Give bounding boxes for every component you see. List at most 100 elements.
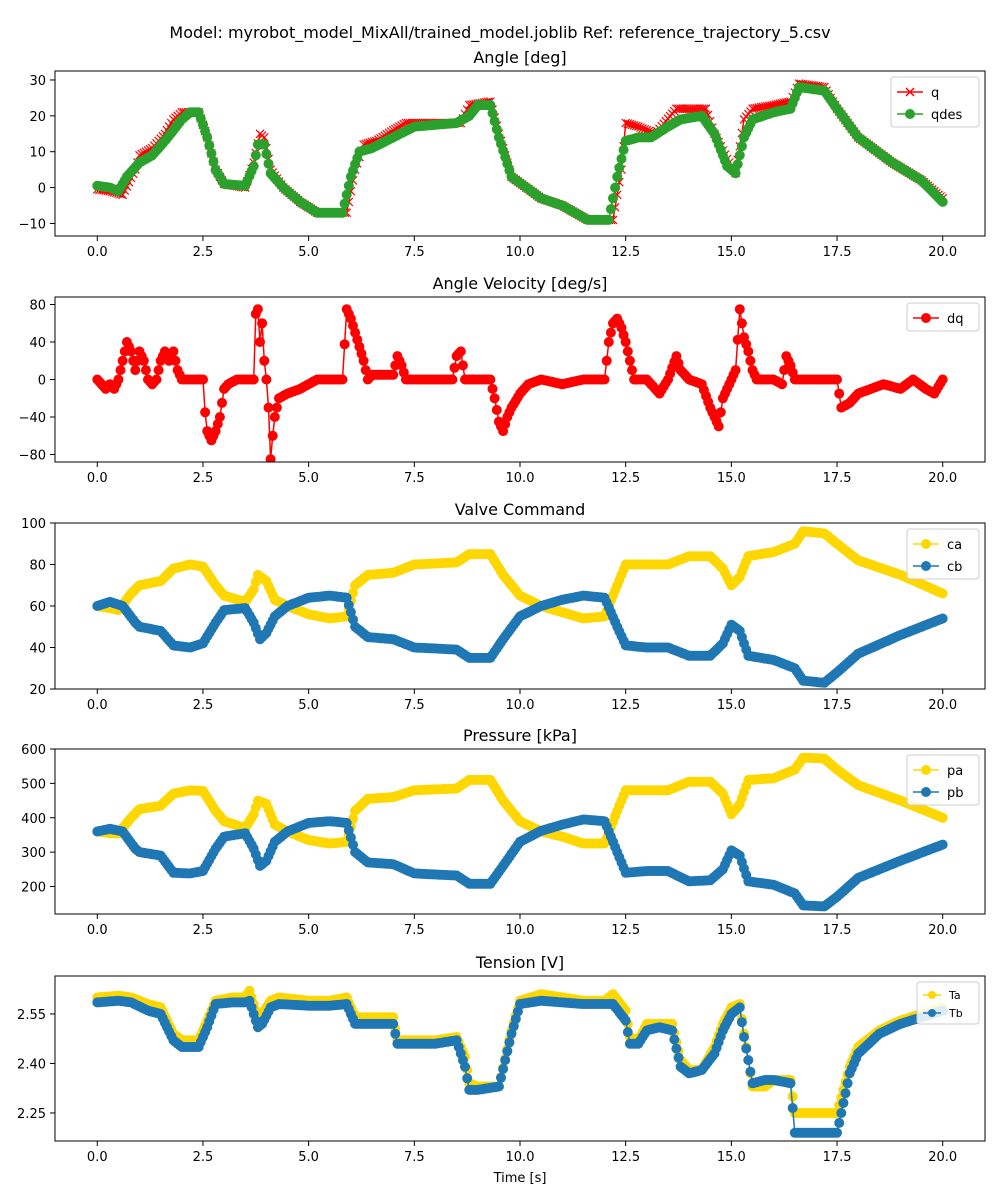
data-point-Tb — [734, 1002, 745, 1013]
x-tick-label: 2.5 — [193, 923, 214, 938]
data-point-dq — [153, 365, 164, 376]
series-dq — [92, 304, 948, 462]
y-tick-label: 100 — [21, 517, 46, 532]
data-point-dq — [168, 346, 179, 357]
data-point-Tb — [493, 1081, 504, 1092]
data-point-dq — [200, 407, 211, 418]
y-tick-label: 0 — [38, 374, 46, 389]
x-tick-label: 17.5 — [823, 471, 852, 486]
x-tick-label: 0.0 — [87, 471, 108, 486]
legend-marker-ca — [921, 539, 931, 549]
data-point-Tb — [390, 1028, 401, 1039]
data-point-dq — [832, 374, 842, 385]
data-point-dq — [601, 355, 612, 366]
data-point-dq — [734, 304, 745, 315]
data-point-ca — [937, 588, 948, 599]
data-point-dq — [113, 374, 124, 385]
data-point-qdes — [491, 124, 502, 135]
data-point-Tb — [462, 1073, 473, 1084]
subplot-stack: Angle [deg] 0.0 2.5 5.0 7.5 10.0 12.5 15.0 17.5 2… — [17, 48, 986, 1186]
subplot-title: Angle Velocity [deg/s] — [433, 274, 608, 293]
data-point-dq — [777, 379, 788, 390]
x-tick-label: 17.5 — [823, 698, 852, 713]
x-tick-label: 5.0 — [298, 923, 319, 938]
data-point-qdes — [618, 144, 629, 155]
data-point-dq — [622, 346, 633, 357]
legend-marker-Ta — [928, 991, 936, 999]
y-tick-label: 10 — [29, 146, 46, 161]
x-tick-label: 12.5 — [611, 1150, 640, 1165]
data-point-Tb — [500, 1055, 511, 1066]
data-point-dq — [743, 346, 754, 357]
data-point-dq — [140, 365, 151, 376]
x-tick-label: 0.0 — [87, 923, 108, 938]
y-tick-label: 300 — [21, 846, 46, 861]
data-point-qdes — [736, 141, 747, 152]
data-point-qdes — [605, 204, 616, 215]
series-cb — [92, 590, 948, 688]
y-tick-label: 2.25 — [17, 1107, 46, 1122]
data-point-dq — [261, 374, 272, 385]
x-axis-label: Time [s] — [493, 1171, 547, 1186]
data-point-dq — [937, 374, 948, 385]
x-tick-label: 20.0 — [928, 923, 957, 938]
x-tick-label: 12.5 — [611, 471, 640, 486]
data-point-pa — [937, 812, 948, 823]
y-tick-label: 20 — [29, 683, 46, 698]
x-tick-label: 10.0 — [506, 1150, 535, 1165]
data-point-qdes — [248, 161, 259, 172]
plot-area — [92, 752, 948, 912]
series-pa — [92, 752, 948, 849]
y-tick-label: 600 — [21, 743, 46, 758]
y-tick-label: −40 — [19, 411, 46, 426]
y-tick-label: 80 — [29, 559, 46, 574]
plot-area — [92, 526, 948, 688]
x-tick-label: 5.0 — [298, 698, 319, 713]
data-point-qdes — [337, 207, 348, 218]
data-point-qdes — [204, 140, 215, 151]
data-point-qdes — [608, 193, 618, 204]
x-tick-label: 17.5 — [823, 1150, 852, 1165]
y-tick-label: 400 — [21, 812, 46, 827]
data-point-Tb — [834, 1117, 845, 1128]
subplot-2: Angle Velocity [deg/s] 0.0 2.5 5.0 7.5 10.0 12… — [19, 274, 986, 486]
data-point-qdes — [250, 150, 261, 161]
legend-marker-dq — [921, 313, 931, 323]
legend-box — [906, 528, 980, 580]
x-tick-label: 7.5 — [404, 923, 425, 938]
data-point-Tb — [832, 1127, 842, 1138]
legend: ca cb — [906, 528, 980, 580]
data-point-cb — [937, 613, 948, 624]
x-tick-label: 7.5 — [404, 471, 425, 486]
x-tick-label: 17.5 — [823, 245, 852, 260]
data-point-Tb — [622, 1027, 633, 1038]
x-tick-label: 0.0 — [87, 698, 108, 713]
data-point-dq — [248, 374, 259, 385]
plot-area — [92, 79, 948, 225]
data-point-dq — [115, 365, 126, 376]
x-tick-label: 10.0 — [506, 698, 535, 713]
x-tick-label: 20.0 — [928, 471, 957, 486]
data-point-qdes — [208, 156, 219, 167]
y-tick-label: 30 — [29, 74, 46, 89]
data-point-dq — [255, 337, 265, 347]
legend-label-Tb: Tb — [948, 1007, 963, 1020]
data-point-dq — [745, 355, 756, 366]
data-point-qdes — [732, 159, 743, 170]
data-point-dq — [736, 318, 747, 329]
data-point-pb — [937, 839, 948, 850]
data-point-Tb — [741, 1043, 752, 1054]
data-point-dq — [252, 304, 263, 315]
subplot-5: Tension [V] 0.0 2.5 5.0 7.5 10.0 12.5 15.0 17.5 2… — [17, 953, 986, 1186]
data-point-dq — [715, 407, 726, 418]
legend-marker-cb — [921, 561, 931, 571]
legend-box — [906, 302, 980, 332]
figure-suptitle: Model: myrobot_model_MixAll/trained_mode… — [169, 23, 830, 43]
data-point-dq — [257, 318, 268, 329]
data-point-qdes — [616, 153, 627, 164]
data-point-qdes — [612, 171, 623, 182]
data-point-dq — [489, 393, 500, 404]
subplot-3: Valve Command 0.0 2.5 5.0 7.5 10.0 12.5 15.0 17.… — [21, 500, 986, 713]
data-point-Tb — [504, 1037, 515, 1048]
data-point-dq — [117, 355, 128, 366]
